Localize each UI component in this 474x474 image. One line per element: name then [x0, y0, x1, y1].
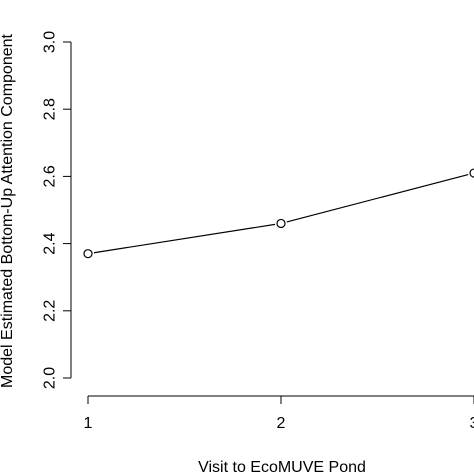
y-tick-label: 3.0	[42, 31, 59, 53]
data-point	[83, 249, 93, 259]
data-point	[276, 218, 286, 229]
y-axis: 2.0 2.2 2.4 2.6 2.8 3.0	[42, 31, 72, 389]
x-tick-label: 1	[84, 415, 93, 432]
x-axis: 1 2 3	[84, 395, 474, 432]
x-tick-label: 3	[470, 415, 474, 432]
x-axis-title: Visit to EcoMUVE Pond	[198, 459, 366, 474]
y-axis-title: Model Estimated Bottom-Up Attention Comp…	[0, 33, 16, 388]
y-tick-label: 2.2	[42, 300, 59, 322]
series-line-segment	[286, 173, 469, 223]
y-tick-label: 2.6	[42, 165, 59, 187]
y-tick-label: 2.0	[42, 367, 59, 389]
plot-area	[83, 168, 474, 259]
series-line-segment	[93, 223, 276, 254]
y-tick-label: 2.4	[42, 232, 59, 254]
x-tick-label: 2	[277, 415, 286, 432]
data-point	[469, 168, 474, 178]
y-tick-label: 2.8	[42, 98, 59, 120]
